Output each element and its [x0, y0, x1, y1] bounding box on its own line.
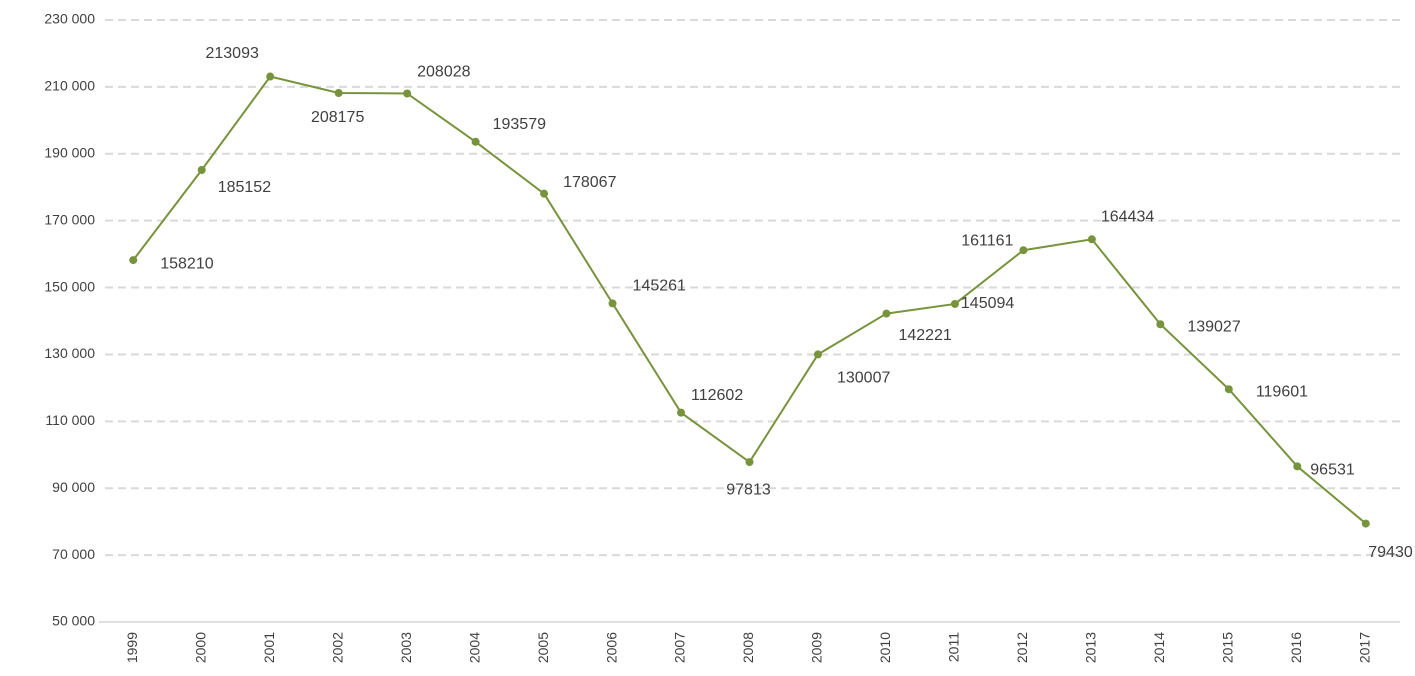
y-tick-label: 170 000: [44, 211, 95, 227]
line: [132, 75, 1367, 525]
x-tick-label: 2003: [398, 632, 414, 663]
marker: [882, 309, 891, 318]
marker: [1293, 462, 1302, 471]
y-tick-label: 130 000: [44, 345, 95, 361]
x-tick-label: 2014: [1151, 632, 1167, 663]
data-label: 208028: [417, 64, 470, 81]
data-label: 96531: [1310, 462, 1355, 479]
data-label: 161161: [961, 232, 1013, 249]
marker: [471, 137, 480, 146]
x-tick-label: 2000: [192, 632, 208, 663]
marker: [677, 408, 686, 417]
data-label: 119601: [1256, 383, 1308, 400]
marker: [608, 299, 617, 308]
x-tick-label: 2002: [329, 632, 345, 663]
data-label: 213093: [205, 45, 258, 62]
data-label: 208175: [311, 109, 364, 126]
x-tick-label: 2009: [809, 632, 825, 663]
data-label: 164434: [1101, 209, 1154, 226]
y-tick-label: 190 000: [44, 144, 95, 160]
x-tick-label: 2005: [535, 632, 551, 663]
y-tick-label: 230 000: [44, 11, 95, 27]
x-tick-label: 2015: [1220, 632, 1236, 663]
data-label: 112602: [691, 387, 743, 404]
marker: [1019, 246, 1028, 255]
x-tick-label: 2010: [877, 632, 893, 663]
x-tick-label: 2013: [1083, 632, 1099, 663]
data-label: 145094: [961, 295, 1014, 312]
marker: [813, 350, 822, 359]
x-tick-label: 2016: [1288, 632, 1304, 663]
x-tick-label: 2001: [261, 632, 277, 663]
x-tick-label: 2017: [1356, 632, 1372, 663]
x-tick-label: 2008: [740, 632, 756, 663]
marker: [950, 299, 959, 308]
x-tick-label: 1999: [124, 632, 140, 663]
data-label: 185152: [218, 179, 271, 196]
marker: [1087, 235, 1096, 244]
y-tick-label: 110 000: [45, 412, 95, 428]
marker: [1361, 519, 1370, 528]
x-tick-label: 2006: [603, 632, 619, 663]
data-label: 142221: [898, 327, 951, 344]
x-tick-label: 2012: [1014, 632, 1030, 663]
data-label: 145261: [633, 278, 686, 295]
marker: [1224, 385, 1233, 394]
y-tick-label: 90 000: [52, 479, 95, 495]
marker: [334, 88, 343, 97]
marker: [129, 256, 138, 265]
y-tick-label: 150 000: [44, 278, 95, 294]
data-label: 97813: [726, 481, 771, 498]
marker: [403, 89, 412, 98]
data-label: 130007: [837, 370, 890, 387]
data-label: 178067: [563, 174, 616, 191]
y-tick-label: 210 000: [44, 78, 95, 94]
y-tick-label: 50 000: [52, 613, 95, 629]
data-label: 158210: [160, 255, 213, 272]
x-tick-label: 2004: [466, 632, 482, 663]
x-tick-label: 2011: [946, 632, 962, 662]
marker: [745, 458, 754, 467]
data-label: 79430: [1368, 544, 1413, 561]
marker: [540, 189, 549, 198]
data-label: 193579: [493, 116, 546, 133]
data-label: 139027: [1187, 318, 1240, 335]
marker: [197, 165, 206, 174]
y-tick-label: 70 000: [52, 546, 95, 562]
marker: [1156, 320, 1165, 329]
x-tick-label: 2007: [672, 632, 688, 663]
marker: [266, 72, 275, 81]
